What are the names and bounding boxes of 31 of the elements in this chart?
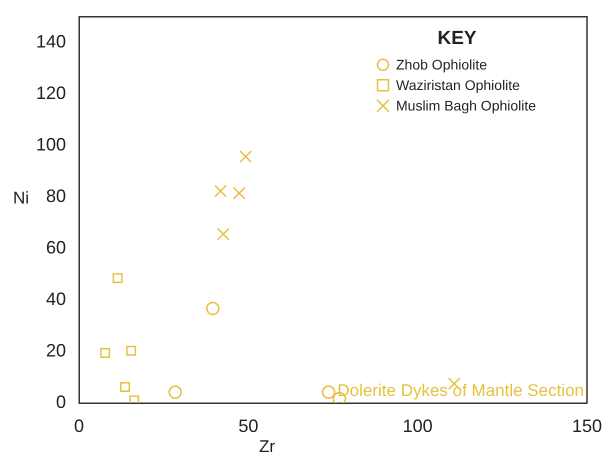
legend-label: Muslim Bagh Ophiolite [396,98,536,114]
point [100,348,110,358]
legend-label: Waziristan Ophiolite [396,77,520,94]
point [206,302,220,316]
point [120,382,130,392]
y-tick-label: 120 [36,83,66,104]
point [239,150,252,164]
point [232,186,246,200]
x-tick-label: 0 [74,416,84,436]
y-tick-label: 100 [36,134,66,154]
x-tick-label: 150 [572,416,602,436]
x-tick-label: 50 [238,416,258,436]
point [129,395,140,403]
x-axis-title: Zr [258,437,276,454]
x-tick-label: 100 [402,416,433,436]
y-tick-label: 0 [56,392,66,412]
point [126,346,136,356]
point [168,385,182,399]
point [214,184,227,198]
y-tick-label: 140 [36,32,66,52]
y-tick-label: 40 [46,288,66,309]
legend-title: KEY [437,28,477,50]
y-tick-label: 60 [46,237,66,258]
y-tick-label: 80 [46,186,66,206]
point [322,385,336,399]
y-tick-label: 20 [46,340,66,360]
y-axis-title: Ni [12,188,29,208]
annotation: Dolerite Dykes of Mantle Section [337,381,584,400]
legend-label: Zhob Ophiolite [396,56,488,73]
point [216,228,230,241]
point [112,273,123,284]
